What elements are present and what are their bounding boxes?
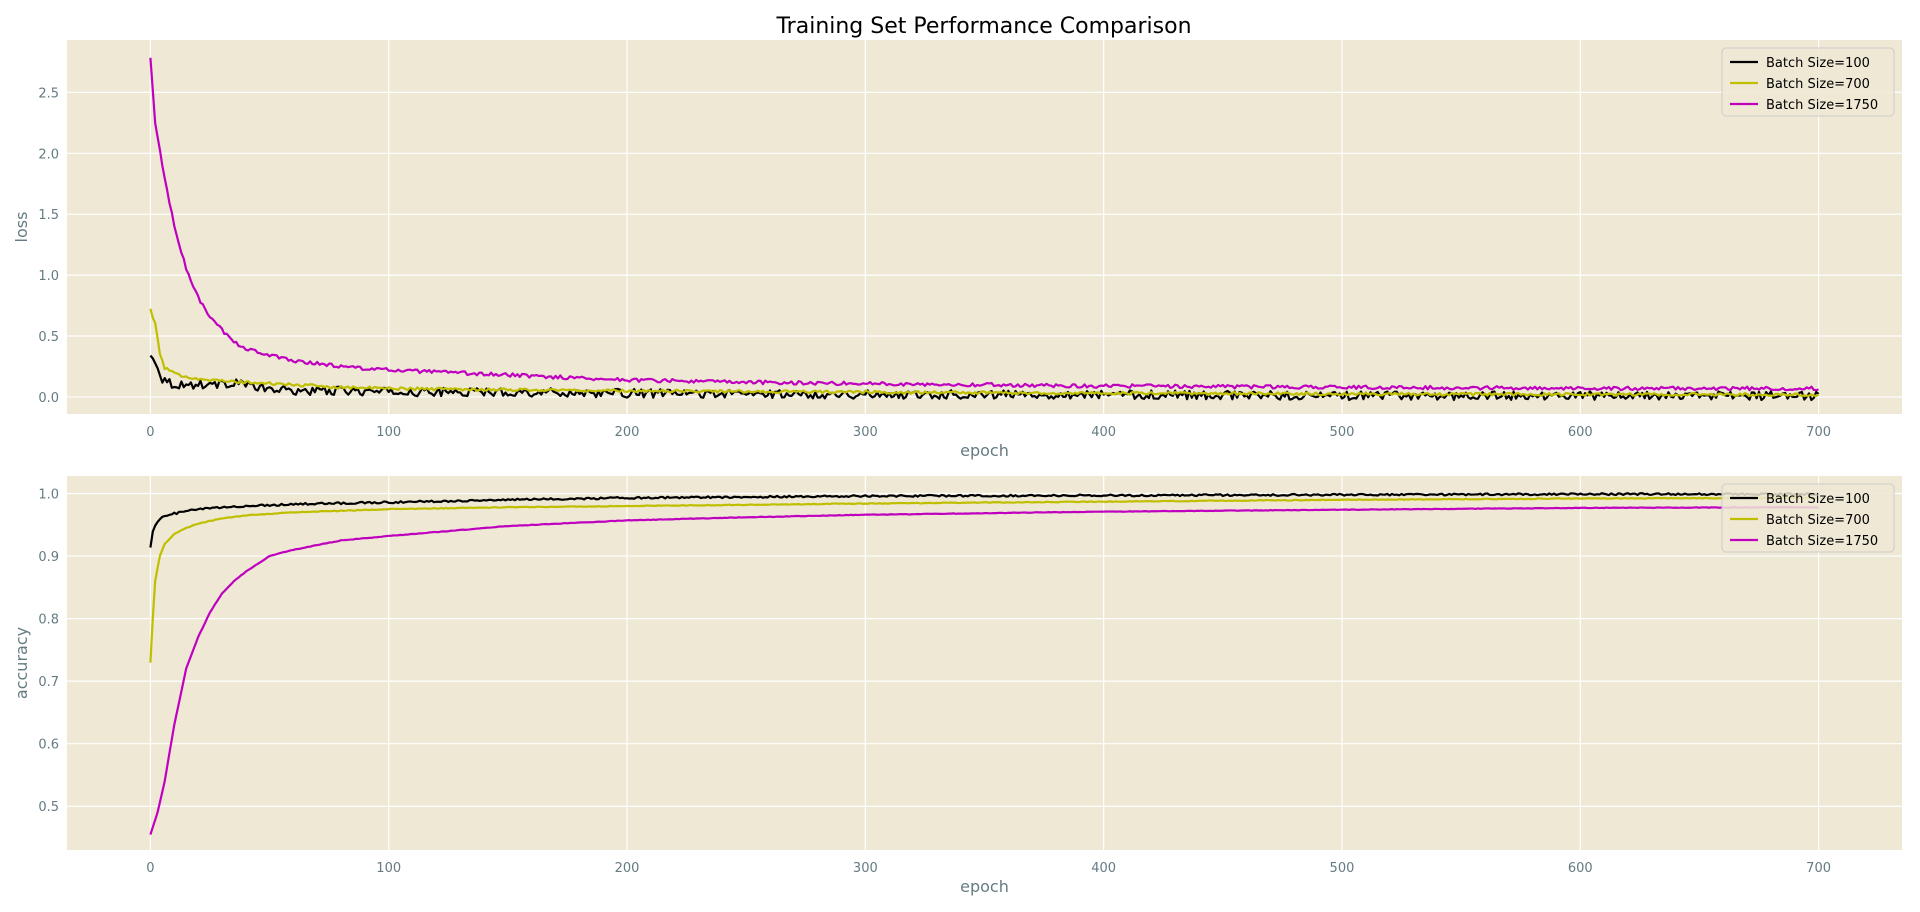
- accuracy-series-line-2: [149, 506, 1819, 835]
- loss-series-line-1: [149, 308, 1820, 398]
- loss-plot-area: [67, 40, 1902, 414]
- loss-x-tick-label: 400: [1091, 425, 1116, 440]
- loss-y-tick-label: 0.0: [38, 391, 59, 406]
- loss-legend-label: Batch Size=100: [1766, 56, 1870, 71]
- accuracy-x-axis-label: epoch: [960, 877, 1009, 896]
- accuracy-x-tick-label: 600: [1568, 861, 1593, 876]
- loss-x-tick-label: 0: [146, 425, 154, 440]
- accuracy-x-tick-label: 200: [615, 861, 640, 876]
- accuracy-x-tick-label: 300: [853, 861, 878, 876]
- accuracy-y-tick-label: 0.8: [38, 613, 59, 628]
- loss-x-tick-label: 600: [1568, 425, 1593, 440]
- accuracy-y-tick-label: 0.5: [38, 800, 59, 815]
- accuracy-y-tick-label: 0.9: [38, 550, 59, 565]
- loss-x-tick-label: 100: [376, 425, 401, 440]
- loss-legend-label: Batch Size=1750: [1766, 98, 1878, 113]
- accuracy-x-tick-label: 400: [1091, 861, 1116, 876]
- accuracy-legend-label: Batch Size=100: [1766, 492, 1870, 507]
- loss-x-tick-label: 500: [1330, 425, 1355, 440]
- loss-y-axis-label: loss: [12, 212, 31, 243]
- accuracy-subplot: 0 100 200 300 400 500 600 700 0.5 0.6 0.7 0.8 0.9 1.0…: [12, 476, 1902, 896]
- accuracy-y-axis-label: accuracy: [12, 627, 31, 699]
- loss-legend: Batch Size=100 Batch Size=700 Batch Size=1…: [1721, 47, 1895, 117]
- accuracy-y-tick-label: 0.7: [38, 675, 59, 690]
- accuracy-series-line-0: [149, 492, 1820, 548]
- accuracy-legend: Batch Size=100 Batch Size=700 Batch Size=1…: [1721, 483, 1895, 553]
- loss-y-tick-label: 0.5: [38, 330, 59, 345]
- loss-x-tick-label: 300: [853, 425, 878, 440]
- accuracy-plot-area: [67, 476, 1902, 850]
- accuracy-legend-box: [1721, 483, 1895, 553]
- loss-legend-box: [1721, 47, 1895, 117]
- loss-y-tick-label: 1.5: [38, 208, 59, 223]
- loss-series-line-2: [149, 57, 1819, 392]
- loss-y-tick-label: 2.0: [38, 147, 59, 162]
- accuracy-x-tick-label: 0: [146, 861, 154, 876]
- accuracy-legend-label: Batch Size=1750: [1766, 534, 1878, 549]
- accuracy-y-tick-label: 0.6: [38, 738, 59, 753]
- loss-subplot: 0 100 200 300 400 500 600 700 0.0 0.5 1.0 1.5 2.0 2.5…: [12, 40, 1902, 460]
- loss-legend-label: Batch Size=700: [1766, 77, 1870, 92]
- figure-title: Training Set Performance Comparison: [775, 14, 1191, 39]
- loss-x-axis-label: epoch: [960, 441, 1009, 460]
- accuracy-series-line-1: [149, 496, 1819, 663]
- accuracy-y-tick-label: 1.0: [38, 488, 59, 503]
- accuracy-x-tick-label: 700: [1806, 861, 1831, 876]
- accuracy-x-tick-label: 500: [1330, 861, 1355, 876]
- loss-y-tick-label: 1.0: [38, 269, 59, 284]
- accuracy-legend-label: Batch Size=700: [1766, 513, 1870, 528]
- accuracy-x-tick-label: 100: [376, 861, 401, 876]
- loss-x-tick-label: 700: [1806, 425, 1831, 440]
- loss-x-tick-label: 200: [615, 425, 640, 440]
- loss-y-tick-label: 2.5: [38, 86, 59, 101]
